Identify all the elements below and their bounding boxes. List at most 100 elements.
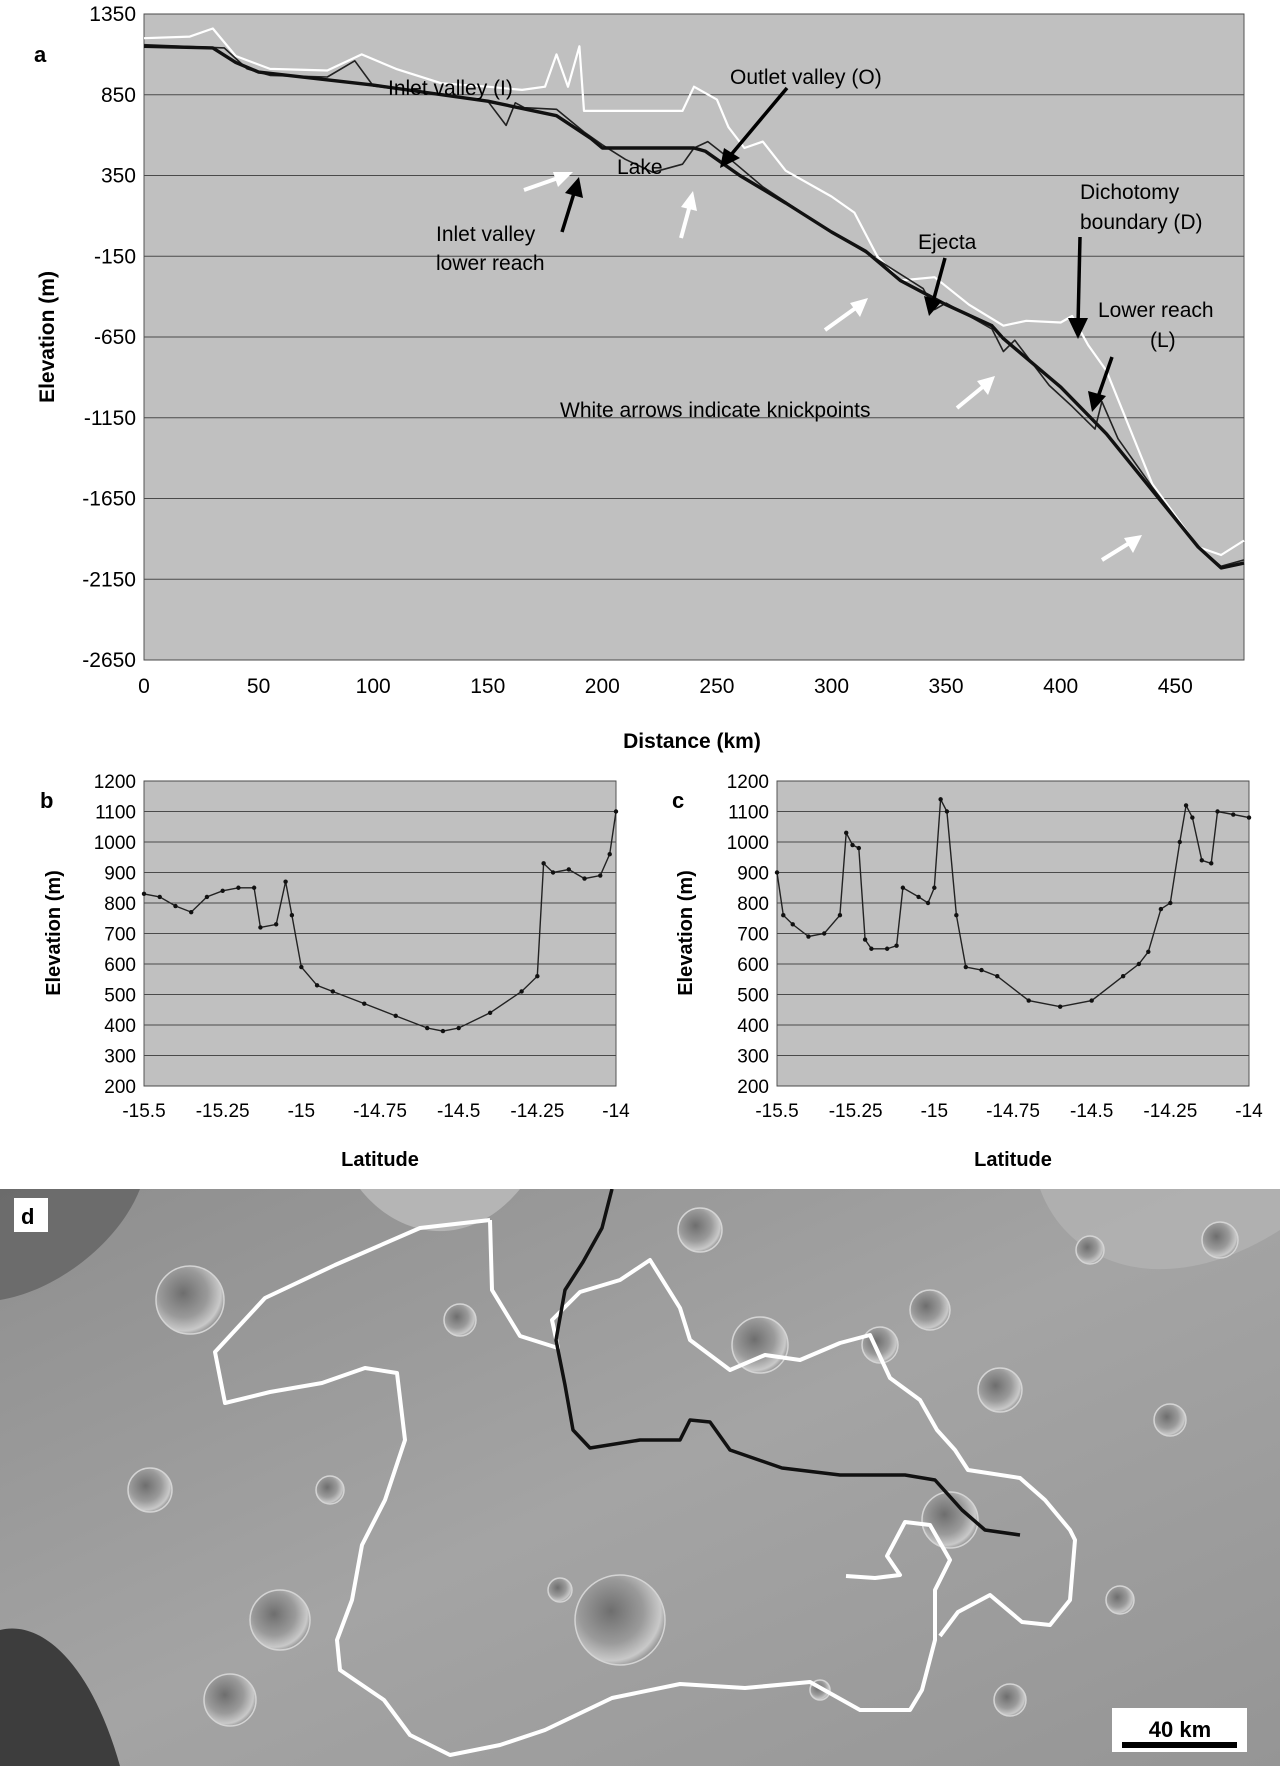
a-y-tick-label: 350 [101, 165, 136, 188]
c-y-tick-label: 900 [737, 864, 769, 885]
terrain-shadow-sw [0, 1628, 120, 1766]
c-data-point [1231, 812, 1236, 817]
crater [1153, 1403, 1187, 1437]
c-data-point [1136, 961, 1142, 967]
c-y-tick-label: 500 [737, 986, 769, 1007]
panel-a-letter: a [34, 42, 47, 67]
c-data-point [1183, 803, 1189, 808]
crater [574, 1574, 666, 1666]
arrow-inlet-lower [560, 189, 577, 233]
a-x-tick-label: 100 [356, 675, 391, 698]
arrow-outlet-valley [728, 86, 789, 158]
c-data-point [1199, 858, 1205, 863]
c-data-point [979, 967, 984, 973]
b-data-point [204, 894, 210, 900]
arrow-inlet-lower-head [565, 177, 583, 198]
a-y-tick-label: 1350 [89, 3, 136, 26]
b-data-point [141, 891, 147, 897]
b-x-tick-label: -15.25 [196, 1101, 250, 1122]
b-data-point [582, 876, 587, 881]
c-data-point [1158, 906, 1164, 912]
b-series-line [143, 811, 617, 1032]
c-data-point [884, 946, 890, 951]
a-x-tick-label: 300 [814, 675, 849, 698]
label-outlet-valley: Outlet valley (O) [730, 66, 882, 89]
c-data-point [938, 797, 943, 802]
label-knickpoints-note: White arrows indicate knickpoints [560, 399, 870, 422]
c-y-tick-label: 1200 [727, 772, 769, 793]
crater [249, 1589, 311, 1651]
crater [127, 1467, 173, 1513]
panel-c-letter: c [672, 788, 684, 813]
arrow-ejecta [931, 257, 947, 303]
scale-bar-label: 40 km [1149, 1717, 1211, 1742]
a-x-tick-label: 150 [470, 675, 505, 698]
arrow-lower-reach-head [1088, 391, 1106, 412]
knickpoint-arrow-3 [850, 298, 868, 317]
b-data-point [236, 885, 241, 890]
b-y-tick-label: 600 [104, 955, 136, 976]
crater [1105, 1585, 1135, 1615]
b-x-tick-label: -14 [602, 1101, 630, 1122]
knickpoint-arrow-5 [1124, 535, 1142, 553]
a-x-tick-label: 0 [138, 675, 150, 698]
a-y-tick-label: -2150 [82, 568, 136, 591]
b-data-point [173, 903, 178, 909]
knickpoint-arrow-2 [681, 191, 697, 211]
crater [443, 1303, 477, 1337]
c-y-tick-label: 700 [737, 925, 769, 946]
b-data-point [425, 1025, 430, 1031]
c-x-tick-label: -14.75 [986, 1101, 1040, 1122]
b-data-point [251, 885, 257, 890]
label-dichotomy-1: Dichotomy [1080, 181, 1180, 204]
b-data-point [598, 873, 603, 878]
c-x-tick-label: -14.25 [1143, 1101, 1197, 1122]
c-y-tick-label: 400 [737, 1016, 769, 1037]
b-data-point [299, 964, 304, 970]
b-data-point [220, 888, 225, 893]
b-y-tick-labels: 200 300 400 500 600 700 800 900 1000 1100 1200 [94, 772, 136, 1098]
a-series-thick-black [143, 44, 1245, 570]
b-y-tick-label: 800 [104, 894, 136, 915]
c-data-point [932, 885, 937, 890]
b-data-point [456, 1025, 461, 1031]
crater [203, 1673, 257, 1727]
c-x-tick-label: -15.5 [755, 1101, 798, 1122]
c-data-point [1209, 861, 1214, 866]
c-data-point [862, 937, 868, 942]
b-y-tick-label: 300 [104, 1047, 136, 1068]
white-boundary-west [213, 1218, 952, 1757]
c-y-tick-label: 200 [737, 1077, 769, 1098]
b-x-tick-labels: -15.5 -15.25 -15 -14.75 -14.5 -14.25 -14 [122, 1101, 630, 1122]
c-y-tick-labels: 200 300 400 500 600 700 800 900 1000 1100 1200 [727, 772, 769, 1098]
c-x-tick-labels: -15.5 -15.25 -15 -14.75 -14.5 -14.25 -14 [755, 1101, 1263, 1122]
b-data-point [613, 809, 619, 814]
b-x-axis-label: Latitude [341, 1149, 419, 1171]
crater [993, 1683, 1027, 1717]
b-data-point [487, 1010, 493, 1015]
c-gridlines [777, 780, 1249, 1087]
b-data-point [541, 861, 546, 866]
crater [315, 1475, 345, 1505]
arrow-dichotomy-head [1068, 318, 1088, 339]
b-data-point [258, 925, 263, 930]
c-data-point [1058, 1004, 1063, 1009]
c-data-point [774, 870, 780, 875]
b-data-point [550, 870, 556, 875]
crater [547, 1577, 573, 1603]
crater [1075, 1235, 1105, 1265]
a-series-group [143, 27, 1245, 570]
panel-d-letter-box [14, 1198, 48, 1232]
c-y-tick-label: 1000 [727, 833, 769, 854]
c-data-point [1190, 815, 1195, 820]
crater [977, 1367, 1023, 1413]
scale-bar-line [1122, 1742, 1237, 1748]
b-data-point [283, 879, 288, 884]
label-lake: Lake [617, 156, 663, 179]
c-y-tick-label: 300 [737, 1047, 769, 1068]
b-y-tick-label: 1000 [94, 833, 136, 854]
a-y-tick-label: -1650 [82, 488, 136, 511]
b-data-point [314, 983, 320, 988]
arrow-dichotomy [1076, 236, 1082, 326]
